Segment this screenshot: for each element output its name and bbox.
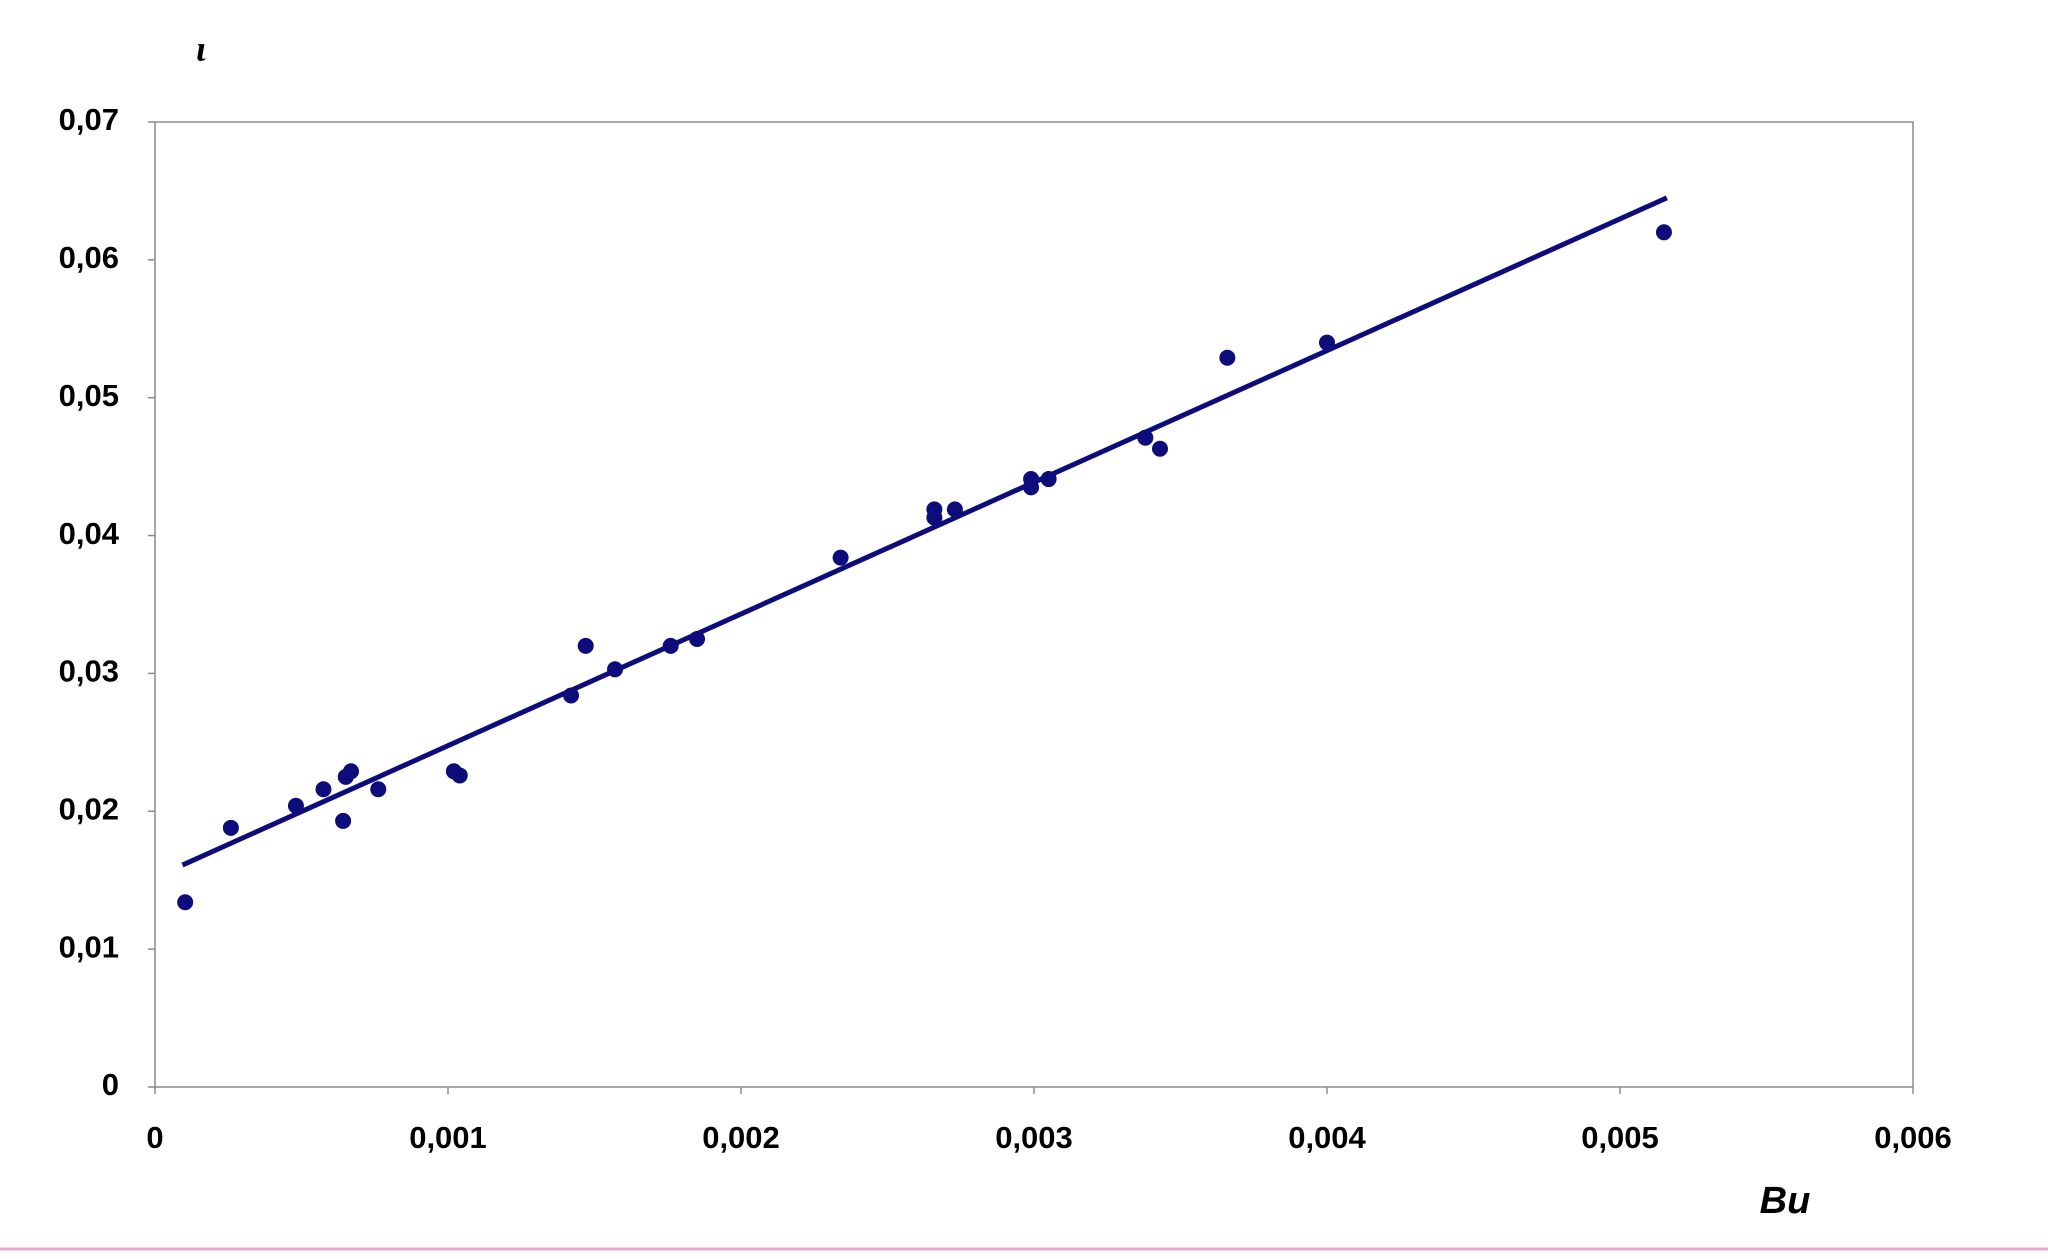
y-tick-label: 0	[102, 1067, 119, 1102]
data-point	[335, 812, 352, 829]
data-point	[926, 509, 943, 526]
trend-line	[181, 195, 1668, 868]
data-point	[1219, 349, 1236, 366]
x-tick-label: 0,004	[1288, 1120, 1366, 1155]
y-tick-label: 0,07	[59, 102, 119, 137]
data-point	[451, 767, 468, 784]
x-tick-label: 0,001	[409, 1120, 487, 1155]
data-point	[832, 549, 849, 566]
x-axis-label: Bu	[1760, 1180, 1811, 1222]
y-tick-label: 0,05	[59, 378, 119, 413]
x-tick-label: 0,002	[702, 1120, 780, 1155]
x-tick-label: 0,006	[1874, 1120, 1952, 1155]
data-point	[370, 781, 387, 798]
data-point	[222, 819, 239, 836]
y-tick-label: 0,06	[59, 240, 119, 275]
data-point	[1655, 224, 1672, 241]
data-point	[343, 763, 360, 780]
data-point	[177, 894, 194, 911]
x-tick-label: 0,003	[995, 1120, 1073, 1155]
data-point	[1151, 440, 1168, 457]
x-tick-label: 0,005	[1581, 1120, 1659, 1155]
y-tick-label: 0,03	[59, 654, 119, 689]
y-tick-label: 0,04	[59, 516, 120, 551]
x-tick-label: 0	[146, 1120, 163, 1155]
y-tick-label: 0,02	[59, 791, 119, 826]
data-point	[577, 637, 594, 654]
data-point	[315, 781, 332, 798]
y-tick-label: 0,01	[59, 929, 119, 964]
y-axis-label: ι	[196, 28, 206, 68]
